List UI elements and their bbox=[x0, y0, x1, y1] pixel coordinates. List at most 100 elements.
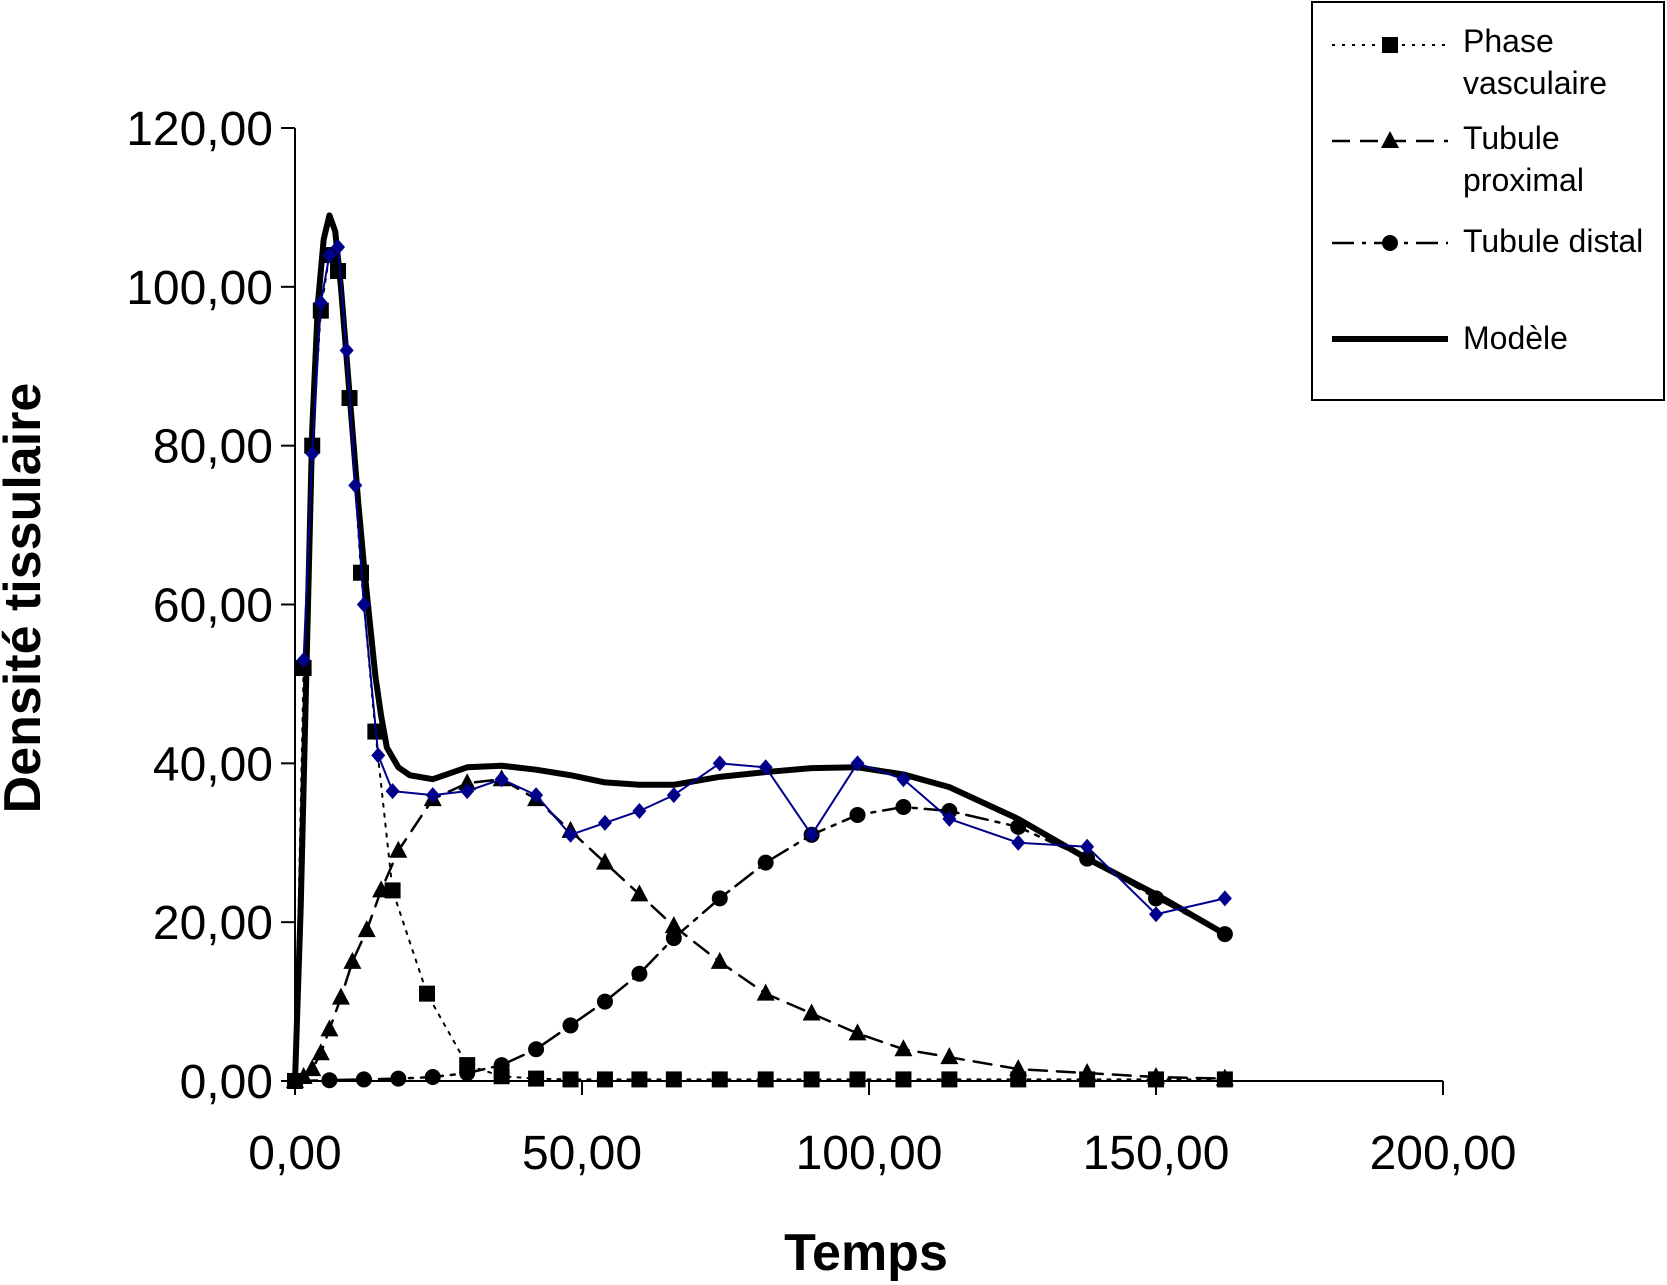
data-point bbox=[942, 810, 957, 827]
data-point bbox=[757, 854, 774, 871]
data-point bbox=[631, 1071, 648, 1088]
data-point bbox=[343, 951, 362, 969]
data-point bbox=[419, 985, 436, 1002]
data-point bbox=[896, 771, 911, 788]
data-point bbox=[562, 1017, 579, 1034]
data-point bbox=[895, 799, 912, 816]
data-point bbox=[1149, 906, 1163, 923]
y-tick-label: 100,00 bbox=[126, 262, 273, 315]
data-point bbox=[711, 1071, 728, 1088]
data-point bbox=[1215, 1068, 1234, 1086]
series-line bbox=[302, 246, 1226, 916]
data-point bbox=[331, 239, 346, 256]
y-tick-label: 80,00 bbox=[153, 421, 273, 474]
legend-label-line: Phase bbox=[1463, 23, 1554, 59]
data-point bbox=[1009, 1059, 1028, 1077]
data-point bbox=[384, 882, 401, 899]
data-point bbox=[357, 920, 376, 938]
series-4 bbox=[296, 239, 1232, 923]
data-point bbox=[424, 1069, 441, 1086]
series-line bbox=[293, 777, 1227, 1083]
y-tick-label: 0,00 bbox=[180, 1056, 273, 1109]
data-point bbox=[597, 814, 612, 831]
data-point bbox=[493, 1057, 510, 1074]
data-point bbox=[460, 783, 475, 800]
data-point bbox=[355, 1071, 372, 1088]
data-point bbox=[595, 852, 614, 870]
legend-label-line: vasculaire bbox=[1463, 65, 1607, 101]
x-tick-label: 200,00 bbox=[1370, 1127, 1517, 1180]
legend-label: Tubule distal bbox=[1463, 223, 1643, 259]
legend-label-line: proximal bbox=[1463, 162, 1584, 198]
data-point bbox=[940, 1047, 959, 1065]
data-point bbox=[596, 993, 613, 1010]
data-point bbox=[356, 596, 371, 613]
x-axis-title: Temps bbox=[784, 1224, 948, 1282]
data-point bbox=[494, 771, 509, 788]
legend-label-line: Tubule distal bbox=[1463, 223, 1643, 259]
data-point bbox=[389, 840, 408, 858]
data-point bbox=[390, 1070, 407, 1087]
x-tick-label: 0,00 bbox=[248, 1127, 341, 1180]
data-point bbox=[804, 826, 819, 843]
legend-swatch-marker bbox=[1382, 235, 1398, 251]
legend-label-line: Tubule bbox=[1463, 120, 1560, 156]
data-point bbox=[631, 965, 648, 982]
data-point bbox=[425, 787, 440, 804]
data-point bbox=[311, 1043, 330, 1061]
data-point bbox=[339, 342, 354, 359]
x-tick-label: 150,00 bbox=[1083, 1127, 1230, 1180]
y-tick-label: 60,00 bbox=[153, 580, 273, 633]
legend-entry: Tubule distal bbox=[1332, 223, 1643, 259]
data-point bbox=[385, 783, 400, 800]
data-point bbox=[296, 652, 311, 669]
data-point bbox=[562, 1071, 579, 1088]
data-point bbox=[630, 884, 649, 902]
data-point bbox=[632, 802, 647, 819]
data-point bbox=[322, 247, 337, 264]
series-line bbox=[292, 212, 1228, 1084]
y-tick-label: 20,00 bbox=[153, 897, 273, 950]
data-point bbox=[665, 1071, 682, 1088]
legend: Phase vasculaire Tubule proximal Tubule dist… bbox=[1311, 1, 1665, 401]
data-point bbox=[331, 987, 350, 1005]
legend-entry: Phase vasculaire bbox=[1332, 23, 1607, 101]
data-point bbox=[371, 747, 386, 764]
x-tick-label: 100,00 bbox=[796, 1127, 943, 1180]
data-point bbox=[848, 1023, 867, 1041]
data-point bbox=[1078, 1063, 1097, 1081]
series-0 bbox=[287, 247, 1233, 1089]
legend-swatch-marker bbox=[1382, 37, 1398, 53]
y-tick-label: 120,00 bbox=[126, 103, 273, 156]
legend-label-line: Modèle bbox=[1463, 320, 1568, 356]
data-point bbox=[758, 759, 773, 776]
data-point bbox=[596, 1071, 613, 1088]
legend-label: Modèle bbox=[1463, 320, 1568, 356]
series-layer bbox=[286, 212, 1234, 1089]
series-line bbox=[293, 805, 1227, 1083]
series-2 bbox=[287, 799, 1233, 1089]
data-point bbox=[756, 983, 775, 1001]
series-3 bbox=[292, 212, 1228, 1084]
data-point bbox=[803, 1071, 820, 1088]
data-point bbox=[529, 787, 544, 804]
legend-label: Phase vasculaire bbox=[1463, 23, 1607, 101]
data-point bbox=[1217, 890, 1232, 907]
data-point bbox=[303, 1059, 322, 1077]
legend-swatch-marker bbox=[1381, 131, 1399, 148]
data-point bbox=[305, 445, 320, 462]
data-point bbox=[666, 787, 681, 804]
data-point bbox=[664, 916, 683, 934]
legend-frame bbox=[1311, 1, 1665, 401]
data-point bbox=[1147, 1067, 1165, 1085]
data-point bbox=[372, 880, 391, 898]
data-point bbox=[849, 1071, 866, 1088]
data-point bbox=[321, 1072, 338, 1089]
x-tick-label: 50,00 bbox=[522, 1127, 642, 1180]
y-tick-label: 40,00 bbox=[153, 738, 273, 791]
data-point bbox=[665, 930, 682, 947]
data-point bbox=[894, 1039, 913, 1057]
data-point bbox=[493, 1068, 510, 1085]
data-point bbox=[712, 755, 727, 772]
data-point bbox=[348, 477, 363, 494]
